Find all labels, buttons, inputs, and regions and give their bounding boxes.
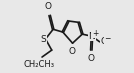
- Text: N: N: [89, 32, 95, 41]
- Text: O: O: [45, 2, 52, 11]
- Text: CH₂CH₃: CH₂CH₃: [24, 60, 55, 69]
- Text: +: +: [92, 29, 98, 38]
- Text: S: S: [41, 35, 46, 44]
- Text: −: −: [104, 35, 111, 44]
- Text: O: O: [88, 54, 95, 63]
- Text: O: O: [101, 37, 108, 46]
- Text: O: O: [68, 47, 75, 56]
